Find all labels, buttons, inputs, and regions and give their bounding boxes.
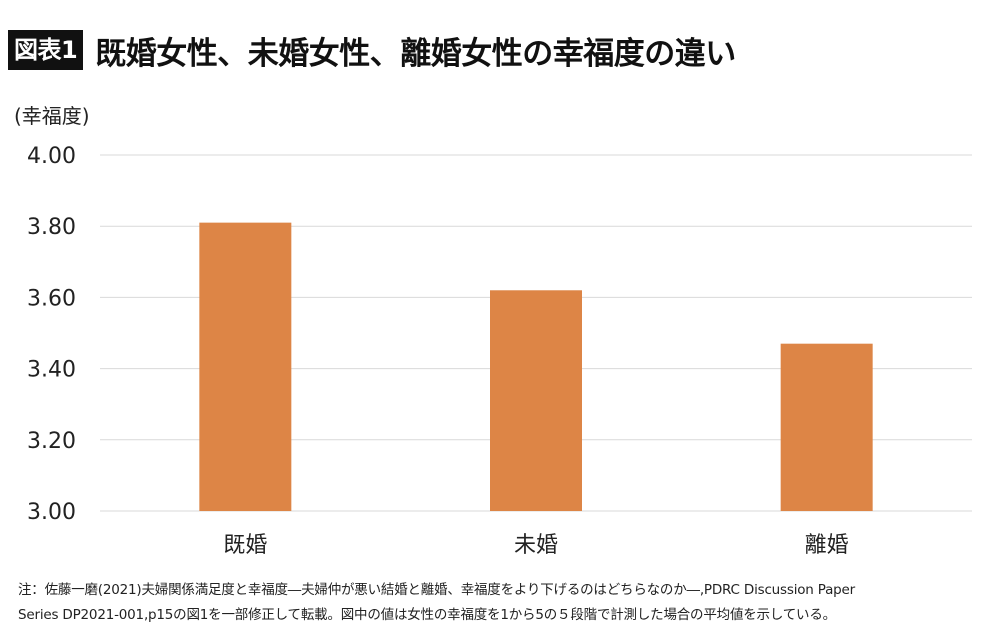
bar-2	[490, 290, 582, 511]
y-tick-label: 3.20	[27, 429, 76, 454]
y-tick-label: 3.00	[27, 500, 76, 525]
bar-chart: 3.00 3.20 3.40 3.60 3.80 4.00 既婚 未婚 離婚	[27, 144, 972, 558]
chart-header: 図表1 既婚女性、未婚女性、離婚女性の幸福度の違い	[8, 28, 736, 72]
footnote-line-2: Series DP2021-001,p15の図1を一部修正して転載。図中の値は女…	[18, 607, 836, 623]
y-tick-label: 3.40	[27, 358, 76, 383]
bars	[199, 222, 873, 511]
x-tick-labels: 既婚 未婚 離婚	[223, 533, 848, 558]
y-tick-label: 3.80	[27, 215, 76, 240]
figure-badge: 図表1	[8, 30, 84, 70]
y-tick-label: 4.00	[27, 144, 76, 169]
y-tick-labels: 3.00 3.20 3.40 3.60 3.80 4.00	[27, 144, 76, 525]
chart-title: 既婚女性、未婚女性、離婚女性の幸福度の違い	[95, 35, 736, 72]
x-tick-label: 既婚	[223, 533, 267, 558]
bar-3	[780, 343, 873, 511]
y-axis-unit-label: (幸福度)	[14, 104, 90, 128]
x-tick-label: 離婚	[805, 533, 849, 558]
footnote-line-1: 注：佐藤一磨(2021)夫婦関係満足度と幸福度―夫婦仲が悪い結婚と離婚、幸福度を…	[18, 582, 855, 598]
y-tick-label: 3.60	[27, 286, 76, 311]
x-tick-label: 未婚	[514, 533, 558, 558]
bar-1	[199, 222, 292, 511]
